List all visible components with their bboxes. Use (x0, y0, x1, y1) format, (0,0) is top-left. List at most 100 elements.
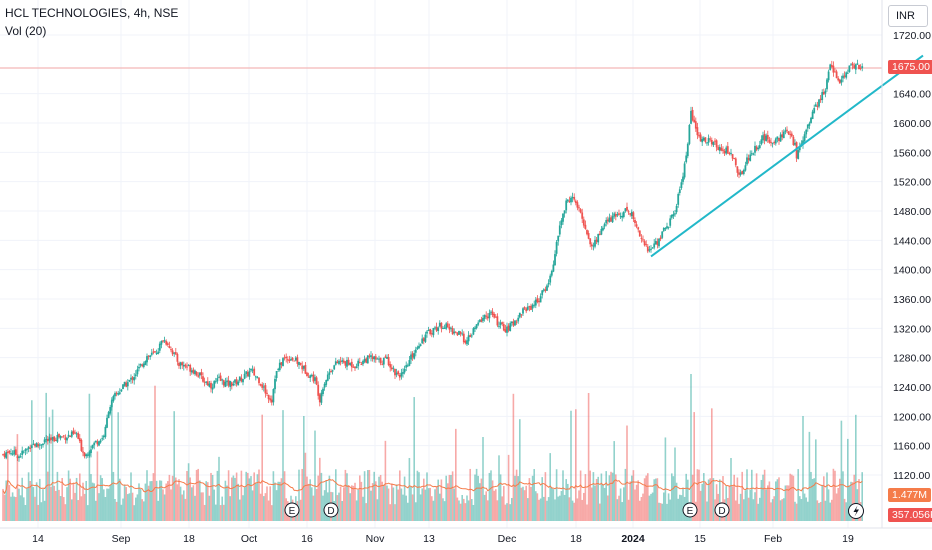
candle (483, 314, 486, 322)
candle (650, 245, 652, 253)
candle (430, 330, 433, 338)
volume-bar (311, 487, 313, 521)
candle (298, 361, 300, 369)
candle (723, 148, 726, 157)
candle (245, 371, 248, 378)
time-axis: 14 Sep 18 Oct 16 Nov 13 Dec 18 2024 15 Feb 19 (32, 533, 854, 545)
volume-bar (18, 488, 20, 521)
candle (250, 368, 252, 373)
volume-bar (591, 487, 593, 521)
volume-bar (128, 493, 131, 521)
candle (722, 146, 724, 154)
candle (778, 137, 780, 145)
candle (90, 445, 92, 458)
volume-bar (109, 485, 111, 521)
candle (814, 102, 817, 107)
volume-bars (2, 374, 863, 521)
candle (669, 215, 672, 228)
candle (262, 382, 265, 392)
candle (744, 161, 747, 172)
y-tick-label: 1360.00 (893, 294, 931, 306)
candle (782, 129, 785, 139)
volume-bar (802, 416, 804, 521)
volume-bar (826, 472, 828, 521)
volume-bar (32, 487, 35, 521)
x-tick-label: 14 (32, 533, 44, 545)
volume-bar (263, 496, 265, 521)
volume-bar (368, 469, 371, 521)
earnings-marker-icon[interactable]: E (682, 502, 698, 518)
candle (179, 361, 182, 370)
candle (826, 78, 828, 92)
candle (266, 389, 268, 396)
candle (517, 314, 520, 324)
earnings-marker-icon[interactable]: E (284, 502, 300, 518)
candle (208, 380, 211, 388)
candle (646, 244, 649, 254)
volume-bar (786, 485, 788, 521)
volume-bar (51, 409, 54, 521)
candle (50, 434, 52, 444)
last-price-tag: 1675.00 (888, 60, 932, 74)
candle (80, 438, 83, 452)
volume-bar (96, 451, 99, 521)
candle (408, 355, 411, 367)
candle (373, 355, 376, 363)
candle (387, 354, 390, 367)
candle (835, 69, 838, 79)
volume-bar (474, 474, 476, 521)
volume-bar (773, 496, 775, 521)
volume-bar (533, 469, 535, 521)
candle (536, 295, 539, 304)
candle (509, 321, 512, 332)
candle (381, 360, 384, 366)
dividend-marker-icon[interactable]: D (323, 502, 339, 518)
candle (334, 357, 337, 366)
candle (48, 433, 51, 443)
candle (326, 371, 329, 382)
candle (523, 306, 526, 310)
volume-bar (647, 473, 649, 521)
volume-bar (731, 486, 734, 521)
volume-bar (626, 425, 628, 521)
candle (370, 351, 372, 362)
candle (11, 450, 14, 456)
candle (664, 227, 667, 232)
candle (712, 141, 715, 147)
candle (320, 389, 323, 406)
volume-bar (117, 412, 119, 521)
candle (618, 209, 620, 216)
lightning-icon[interactable] (848, 503, 864, 519)
volume-bar (227, 470, 230, 521)
candle (698, 131, 700, 138)
candle (816, 101, 819, 111)
candle (104, 424, 107, 439)
volume-bar (77, 500, 79, 521)
candle (14, 446, 17, 456)
candle (227, 375, 230, 388)
candle (486, 313, 489, 321)
candle (440, 322, 443, 333)
candle (101, 435, 104, 441)
candle (342, 358, 345, 364)
candle (781, 130, 784, 141)
candle (621, 212, 624, 222)
volume-indicator-label[interactable]: Vol (20) (5, 24, 47, 38)
candle (768, 136, 771, 144)
currency-selector[interactable]: INR (888, 5, 928, 27)
candle (762, 131, 764, 144)
candle (352, 364, 355, 368)
candle (302, 365, 305, 371)
candle (66, 436, 68, 444)
volume-bar (645, 475, 647, 521)
volume-bar (839, 478, 841, 521)
dividend-marker-icon[interactable]: D (714, 502, 730, 518)
volume-bar (562, 470, 564, 521)
volume-bar (187, 463, 190, 521)
candle (178, 361, 180, 369)
candle (456, 332, 459, 336)
candle (611, 212, 614, 223)
volume-bar (855, 414, 857, 521)
candle (571, 192, 574, 203)
